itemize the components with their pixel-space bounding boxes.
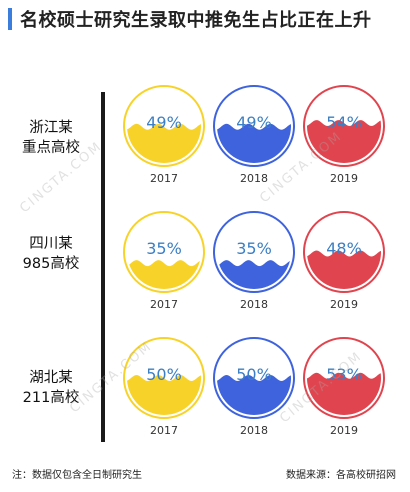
row-divider-line xyxy=(101,92,105,442)
chart-title: 名校硕士研究生录取中推免生占比正在上升 xyxy=(20,10,372,31)
year-tick-label: 2019 xyxy=(330,298,358,311)
data-label: 35% xyxy=(236,239,272,258)
year-tick-label: 2019 xyxy=(330,172,358,185)
year-tick-label: 2017 xyxy=(150,298,178,311)
year-tick-label: 2017 xyxy=(150,424,178,437)
data-label: 49% xyxy=(146,113,182,132)
data-label: 49% xyxy=(236,113,272,132)
footer-source: 数据来源：各高校研招网 xyxy=(286,470,396,481)
year-tick-label: 2018 xyxy=(240,172,268,185)
year-tick-label: 2019 xyxy=(330,424,358,437)
data-label: 48% xyxy=(326,239,362,258)
liquid-fill-mark xyxy=(307,120,381,163)
row-label-0-line1: 浙江某 xyxy=(29,120,73,136)
row-label-2-line1: 湖北某 xyxy=(29,370,73,386)
footer-note: 注：数据仅包含全日制研究生 xyxy=(12,470,142,481)
row-label-1-line1: 四川某 xyxy=(29,236,73,252)
year-tick-label: 2017 xyxy=(150,172,178,185)
data-label: 35% xyxy=(146,239,182,258)
row-label-0-line2: 重点高校 xyxy=(22,140,80,156)
data-label: 50% xyxy=(146,365,182,384)
liquid-fill-mark xyxy=(217,375,291,415)
data-label: 54% xyxy=(326,113,362,132)
row-label-2: 湖北某 211高校 xyxy=(6,368,96,408)
liquid-fill-mark xyxy=(307,250,381,289)
year-tick-label: 2018 xyxy=(240,424,268,437)
liquid-fill-mark xyxy=(127,123,201,163)
row-label-2-line2: 211高校 xyxy=(22,390,80,406)
title-accent-bar xyxy=(8,8,12,30)
liquid-fill-mark xyxy=(307,372,381,415)
liquid-fill-mark xyxy=(127,375,201,415)
row-label-0: 浙江某 重点高校 xyxy=(6,118,96,158)
liquid-fill-mark xyxy=(217,123,291,163)
year-tick-label: 2018 xyxy=(240,298,268,311)
row-label-1-line2: 985高校 xyxy=(22,256,80,272)
data-label: 53% xyxy=(326,365,362,384)
row-label-1: 四川某 985高校 xyxy=(6,234,96,274)
data-label: 50% xyxy=(236,365,272,384)
